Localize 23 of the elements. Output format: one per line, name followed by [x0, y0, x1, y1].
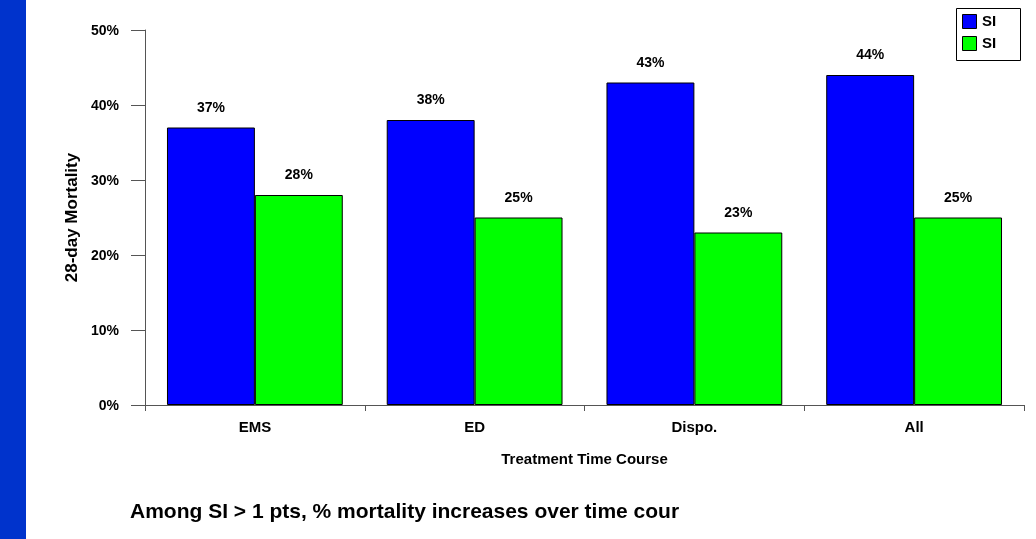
text: Among SI > 1 pts, % mortality increases over time cour	[130, 499, 680, 522]
data-label: 28%	[284, 166, 314, 182]
y-tick-label: 10%	[90, 322, 120, 338]
x-tick-label: EMS	[238, 418, 272, 435]
y-tick-label: 30%	[90, 172, 120, 188]
y-tick-label: 0%	[98, 397, 120, 413]
x-tick-label: ED	[464, 418, 486, 435]
y-axis-title: 28-day Mortality	[62, 152, 82, 283]
legend-label: SI	[982, 34, 997, 51]
x-tick-label: Dispo.	[671, 418, 718, 435]
x-tick-label: All	[904, 418, 924, 435]
y-tick-label: 20%	[90, 247, 120, 263]
y-tick-label: 40%	[90, 97, 120, 113]
data-label: 37%	[196, 98, 226, 115]
data-label: 44%	[856, 46, 885, 62]
data-label: 25%	[944, 188, 973, 205]
legend-label: SI	[982, 12, 997, 29]
data-label: 43%	[636, 53, 665, 70]
x-axis-title: Treatment Time Course	[501, 450, 668, 467]
data-label: 23%	[724, 203, 753, 220]
y-tick-label: 50%	[90, 22, 120, 38]
data-label: 38%	[416, 91, 446, 107]
data-label: 25%	[504, 188, 534, 205]
